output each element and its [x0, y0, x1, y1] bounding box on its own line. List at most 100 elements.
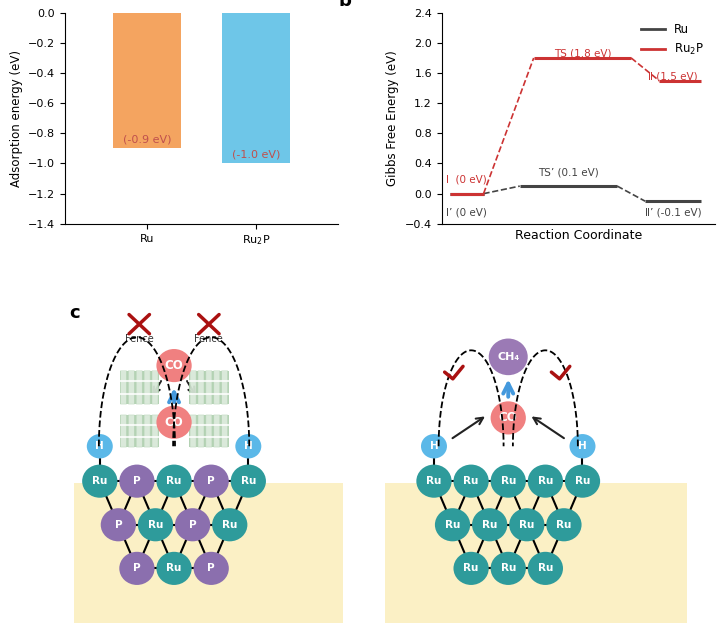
FancyBboxPatch shape	[190, 371, 196, 404]
FancyBboxPatch shape	[189, 415, 229, 447]
Text: CH₄: CH₄	[497, 352, 519, 362]
Circle shape	[193, 464, 229, 498]
Text: (-0.9 eV): (-0.9 eV)	[123, 135, 171, 145]
FancyBboxPatch shape	[121, 415, 126, 447]
FancyBboxPatch shape	[214, 371, 219, 404]
Circle shape	[453, 464, 489, 498]
Circle shape	[231, 464, 266, 498]
FancyBboxPatch shape	[222, 415, 227, 447]
Text: P: P	[133, 476, 141, 486]
Text: Ru: Ru	[426, 476, 442, 486]
Text: H: H	[95, 441, 104, 451]
FancyBboxPatch shape	[144, 371, 150, 404]
Circle shape	[82, 464, 118, 498]
Circle shape	[157, 349, 192, 382]
Circle shape	[565, 464, 600, 498]
FancyBboxPatch shape	[189, 371, 229, 404]
Circle shape	[453, 552, 489, 585]
Text: P: P	[207, 563, 215, 574]
FancyBboxPatch shape	[198, 371, 204, 404]
Text: Ru: Ru	[538, 476, 553, 486]
Y-axis label: Adsorption energy (eV): Adsorption energy (eV)	[9, 50, 22, 187]
Legend: Ru, Ru$_2$P: Ru, Ru$_2$P	[636, 19, 709, 62]
Text: Ru: Ru	[556, 520, 572, 530]
Text: Ru: Ru	[464, 476, 479, 486]
FancyBboxPatch shape	[120, 371, 159, 404]
Circle shape	[472, 508, 508, 541]
FancyBboxPatch shape	[74, 484, 344, 623]
FancyBboxPatch shape	[129, 415, 134, 447]
Text: CO: CO	[165, 359, 183, 372]
Text: Ru: Ru	[92, 476, 108, 486]
Text: Fence: Fence	[194, 334, 223, 344]
Text: Ru: Ru	[166, 563, 182, 574]
Text: Ru: Ru	[575, 476, 590, 486]
Text: P: P	[115, 520, 122, 530]
Text: Ru: Ru	[538, 563, 553, 574]
Circle shape	[547, 508, 582, 541]
FancyBboxPatch shape	[190, 415, 196, 447]
Text: Fence: Fence	[125, 334, 154, 344]
Text: (-1.0 eV): (-1.0 eV)	[232, 150, 280, 160]
Circle shape	[435, 508, 470, 541]
Circle shape	[138, 508, 173, 541]
FancyBboxPatch shape	[120, 415, 159, 447]
Text: P: P	[189, 520, 196, 530]
Circle shape	[509, 508, 544, 541]
FancyBboxPatch shape	[206, 371, 212, 404]
X-axis label: Reaction Coordinate: Reaction Coordinate	[515, 229, 642, 242]
Circle shape	[491, 401, 526, 434]
Bar	[222, 13, 290, 163]
Text: Ru: Ru	[464, 563, 479, 574]
Text: TS (1.8 eV): TS (1.8 eV)	[554, 49, 612, 59]
Text: c: c	[69, 304, 80, 322]
Circle shape	[491, 464, 526, 498]
FancyBboxPatch shape	[129, 371, 134, 404]
Circle shape	[157, 406, 192, 439]
FancyBboxPatch shape	[136, 371, 142, 404]
Text: Ru: Ru	[500, 563, 516, 574]
Text: TS’ (0.1 eV): TS’ (0.1 eV)	[538, 167, 599, 177]
Circle shape	[235, 434, 261, 459]
Text: Ru: Ru	[166, 476, 182, 486]
Circle shape	[421, 434, 447, 459]
Circle shape	[193, 552, 229, 585]
FancyBboxPatch shape	[152, 415, 158, 447]
FancyBboxPatch shape	[198, 415, 204, 447]
Text: H: H	[578, 441, 587, 451]
Circle shape	[119, 552, 155, 585]
Circle shape	[157, 464, 192, 498]
Text: Ru: Ru	[240, 476, 256, 486]
Text: CO: CO	[499, 412, 518, 424]
Circle shape	[87, 434, 113, 459]
FancyBboxPatch shape	[136, 415, 142, 447]
Circle shape	[119, 464, 155, 498]
Circle shape	[528, 464, 563, 498]
Text: I  (0 eV): I (0 eV)	[446, 175, 487, 184]
Bar	[113, 13, 181, 149]
Circle shape	[175, 508, 210, 541]
Circle shape	[570, 434, 596, 459]
Circle shape	[157, 552, 192, 585]
Text: Ru: Ru	[482, 520, 497, 530]
Text: Ⅱ’ (-0.1 eV): Ⅱ’ (-0.1 eV)	[645, 207, 701, 217]
Circle shape	[489, 339, 528, 375]
Circle shape	[101, 508, 136, 541]
Text: Ru: Ru	[500, 476, 516, 486]
Text: P: P	[207, 476, 215, 486]
Circle shape	[528, 552, 563, 585]
Text: Ru: Ru	[519, 520, 534, 530]
FancyBboxPatch shape	[222, 371, 227, 404]
Circle shape	[417, 464, 452, 498]
Text: b: b	[338, 0, 351, 10]
Text: P: P	[133, 563, 141, 574]
FancyBboxPatch shape	[144, 415, 150, 447]
Text: CO: CO	[165, 416, 183, 429]
Text: Ru: Ru	[222, 520, 238, 530]
Text: Ⅱ (1.5 eV): Ⅱ (1.5 eV)	[648, 71, 697, 82]
Y-axis label: Gibbs Free Energy (eV): Gibbs Free Energy (eV)	[386, 50, 399, 186]
Circle shape	[212, 508, 248, 541]
Text: H: H	[244, 441, 253, 451]
FancyBboxPatch shape	[214, 415, 219, 447]
FancyBboxPatch shape	[206, 415, 212, 447]
